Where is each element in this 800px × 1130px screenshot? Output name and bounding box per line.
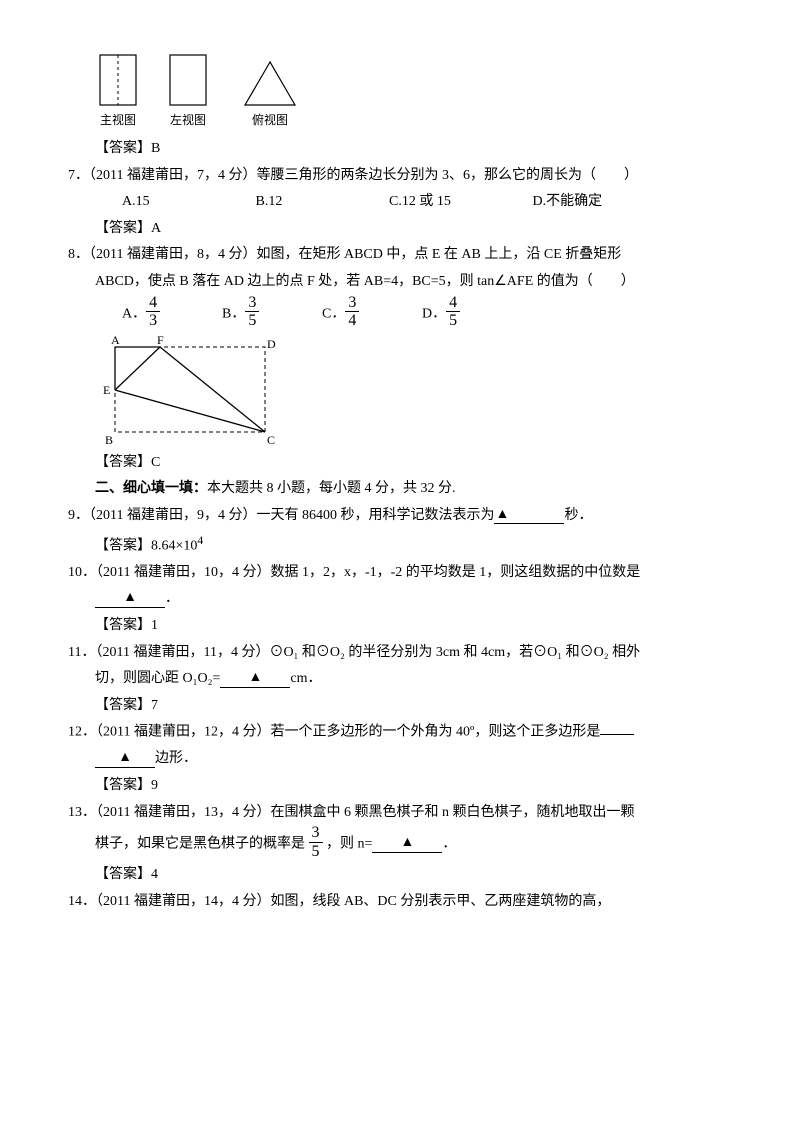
q7-options: A.15 B.12 C.12 或 15 D.不能确定 xyxy=(50,189,740,216)
q8-opt-a: A．43 xyxy=(122,296,222,332)
q11-stem-1: 11．（2011 福建莆田，11，4 分）⊙O₁ 和⊙O₂ 的半径分别为 3cm… xyxy=(50,640,740,667)
q10-stem: 10．（2011 福建莆田，10，4 分）数据 1，2，x，-1，-2 的平均数… xyxy=(50,560,740,587)
q12-stem-1: 12．（2011 福建莆田，12，4 分）若一个正多边形的一个外角为 40º，则… xyxy=(50,719,740,746)
q11-answer: 【答案】7 xyxy=(95,693,740,720)
q8-svg: A F D E B C xyxy=(95,332,285,450)
q14-stem: 14．（2011 福建莆田，14，4 分）如图，线段 AB、DC 分别表示甲、乙… xyxy=(50,889,740,916)
q9-stem: 9．（2011 福建莆田，9，4 分）一天有 86400 秒，用科学记数法表示为… xyxy=(50,503,740,530)
svg-text:E: E xyxy=(103,383,110,397)
q11-stem-2: 切，则圆心距 O₁O₂=▲cm． xyxy=(50,666,740,693)
q8-stem-1: 8．（2011 福建莆田，8，4 分）如图，在矩形 ABCD 中，点 E 在 A… xyxy=(50,242,740,269)
q13-stem-1: 13．（2011 福建莆田，13，4 分）在围棋盒中 6 颗黑色棋子和 n 颗白… xyxy=(50,800,740,827)
svg-text:A: A xyxy=(111,333,120,347)
q13-answer: 【答案】4 xyxy=(95,862,740,889)
svg-text:F: F xyxy=(157,333,164,347)
svg-text:B: B xyxy=(105,433,113,447)
q7-opt-d: D.不能确定 xyxy=(533,189,653,216)
q10-answer: 【答案】1 xyxy=(95,613,740,640)
section-2-bold: 二、细心填一填： xyxy=(95,481,207,496)
svg-text:D: D xyxy=(267,337,276,351)
q8-opt-d: D．45 xyxy=(422,296,522,332)
q12-stem-2: ▲边形． xyxy=(50,746,740,773)
q7-answer: 【答案】A xyxy=(95,216,740,243)
three-view-figure: 主视图 左视图 俯视图 xyxy=(95,50,740,130)
q7-opt-c: C.12 或 15 xyxy=(389,189,529,216)
q7-opt-b: B.12 xyxy=(256,189,386,216)
q7-stem: 7．（2011 福建莆田，7，4 分）等腰三角形的两条边长分别为 3、6，那么它… xyxy=(50,163,740,190)
q10-blank-line: ▲． xyxy=(50,586,740,613)
q8-options: A．43 B．35 C．34 D．45 xyxy=(50,296,740,332)
q7-opt-a: A.15 xyxy=(122,189,252,216)
q13-stem-2: 棋子，如果它是黑色棋子的概率是 35 ，则 n=▲． xyxy=(50,826,740,862)
label-top: 俯视图 xyxy=(252,112,288,127)
q8-stem-2: ABCD，使点 B 落在 AD 边上的点 F 处，若 AB=4，BC=5，则 t… xyxy=(50,269,740,296)
section-2-title: 二、细心填一填：本大题共 8 小题，每小题 4 分，共 32 分. xyxy=(95,476,740,503)
section-2-rest: 本大题共 8 小题，每小题 4 分，共 32 分. xyxy=(207,481,456,496)
q6-answer: 【答案】B xyxy=(95,136,740,163)
q8-opt-c: C．34 xyxy=(322,296,422,332)
q8-opt-b: B．35 xyxy=(222,296,322,332)
q9-answer: 【答案】8.64×104 xyxy=(95,530,740,560)
three-view-svg: 主视图 左视图 俯视图 xyxy=(95,50,325,130)
q12-answer: 【答案】9 xyxy=(95,773,740,800)
svg-text:C: C xyxy=(267,433,275,447)
label-front: 主视图 xyxy=(100,112,136,127)
q8-figure: A F D E B C xyxy=(95,332,740,450)
q8-answer: 【答案】C xyxy=(95,450,740,477)
label-left: 左视图 xyxy=(170,112,206,127)
